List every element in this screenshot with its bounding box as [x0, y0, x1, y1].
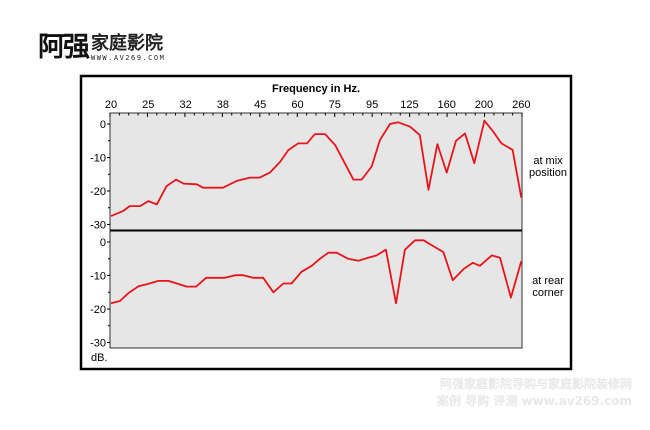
watermark-line-2: 案例 导购 评测 www.av269.com — [437, 394, 632, 408]
x-tick-label: 32 — [179, 99, 191, 111]
y-tick-label: -30 — [90, 220, 106, 232]
series-label: at rear — [532, 275, 564, 287]
chart-title: Frequency in Hz. — [272, 83, 360, 95]
series-label: position — [529, 167, 567, 179]
x-tick-label: 95 — [366, 99, 378, 111]
x-tick-label: 38 — [217, 99, 229, 111]
series-label: at mix — [533, 155, 563, 167]
x-tick-label: 125 — [400, 99, 418, 111]
x-tick-label: 60 — [291, 99, 303, 111]
plot-area — [109, 230, 523, 349]
x-tick-label: 20 — [105, 99, 117, 111]
y-tick-label: -10 — [90, 153, 106, 165]
watermark: 阿强家庭影院导购与家庭影院装修网 案例 导购 评测 www.av269.com — [437, 376, 632, 410]
x-tick-label: 160 — [438, 99, 456, 111]
y-tick-label: 0 — [100, 119, 106, 131]
plot-area — [109, 112, 523, 231]
logo-main-text: 阿强 — [38, 32, 90, 63]
series-label: corner — [532, 287, 564, 299]
x-tick-label: 200 — [475, 99, 493, 111]
y-tick-label: 0 — [100, 237, 106, 249]
y-tick-label: -20 — [90, 304, 106, 316]
series-line-mix-position — [110, 119, 523, 217]
x-tick-label: 45 — [254, 99, 266, 111]
x-tick-label: 75 — [329, 99, 341, 111]
x-tick-label: 25 — [142, 99, 154, 111]
y-tick-label: -30 — [90, 338, 106, 350]
y-tick-label: -10 — [90, 271, 106, 283]
x-tick-label: 260 — [512, 99, 530, 111]
series-line-rear-corner — [110, 239, 523, 305]
watermark-line-1: 阿强家庭影院导购与家庭影院装修网 — [439, 377, 632, 391]
y-tick-label: -20 — [90, 186, 106, 198]
y-axis-unit-label: dB. — [91, 352, 108, 364]
logo-subtitle: 家庭影院 — [91, 33, 163, 54]
site-logo: 阿强 家庭影院 WWW.AV269.COM — [38, 32, 166, 63]
logo-url: WWW.AV269.COM — [91, 54, 166, 62]
